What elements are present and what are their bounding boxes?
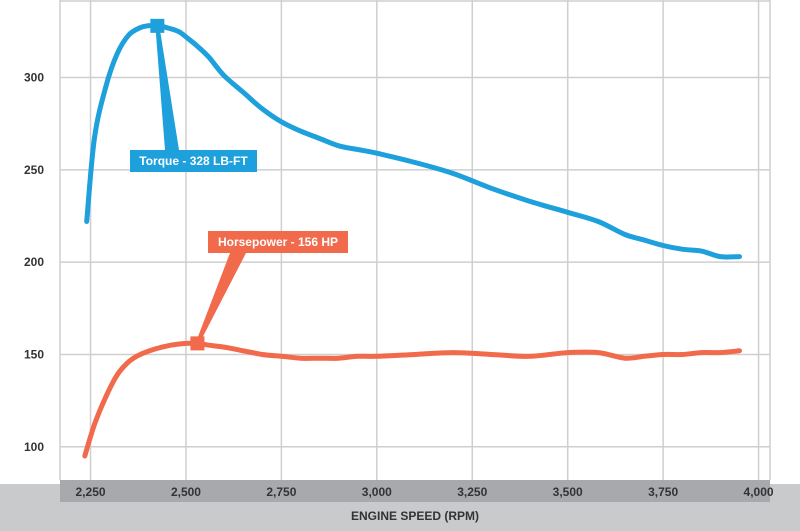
callout-label: Torque - 328 LB-FT [139,154,248,168]
callout-torque: Torque - 328 LB-FT [130,18,257,172]
y-tick-label: 100 [24,440,44,454]
y-tick-label: 300 [24,71,44,85]
y-tick-label: 150 [24,347,44,361]
callout-pointer [195,253,246,344]
x-tick-label: 3,750 [648,485,678,499]
series-layer [82,23,742,459]
y-tick-label: 200 [24,255,44,269]
x-tick-label: 3,000 [362,485,392,499]
callout-box [208,231,348,253]
y-tick-label: 250 [24,163,44,177]
x-tick-label: 4,000 [744,485,774,499]
y-axis-ticks: 100 150 200 250 300 [24,71,44,454]
x-tick-label: 2,750 [266,485,296,499]
peak-marker [150,18,165,33]
x-tick-strip [60,480,770,502]
x-axis-title: ENGINE SPEED (RPM) [351,509,479,523]
x-axis-ticks: 2,250 2,500 2,750 3,000 3,250 3,500 3,750 4,000 [76,485,774,499]
callout-pointer [155,25,179,150]
x-tick-label: 2,250 [76,485,106,499]
x-tick-label: 3,250 [457,485,487,499]
series-line-torque [84,23,742,260]
peak-marker [190,336,205,351]
x-tick-label: 3,500 [553,485,583,499]
callout-horsepower: Horsepower - 156 HP [190,231,348,351]
callout-box [130,150,257,172]
series-line-horsepower [82,340,742,459]
callout-label: Horsepower - 156 HP [218,235,338,249]
annotations: Torque - 328 LB-FT Horsepower - 156 HP [130,18,348,351]
x-tick-label: 2,500 [171,485,201,499]
